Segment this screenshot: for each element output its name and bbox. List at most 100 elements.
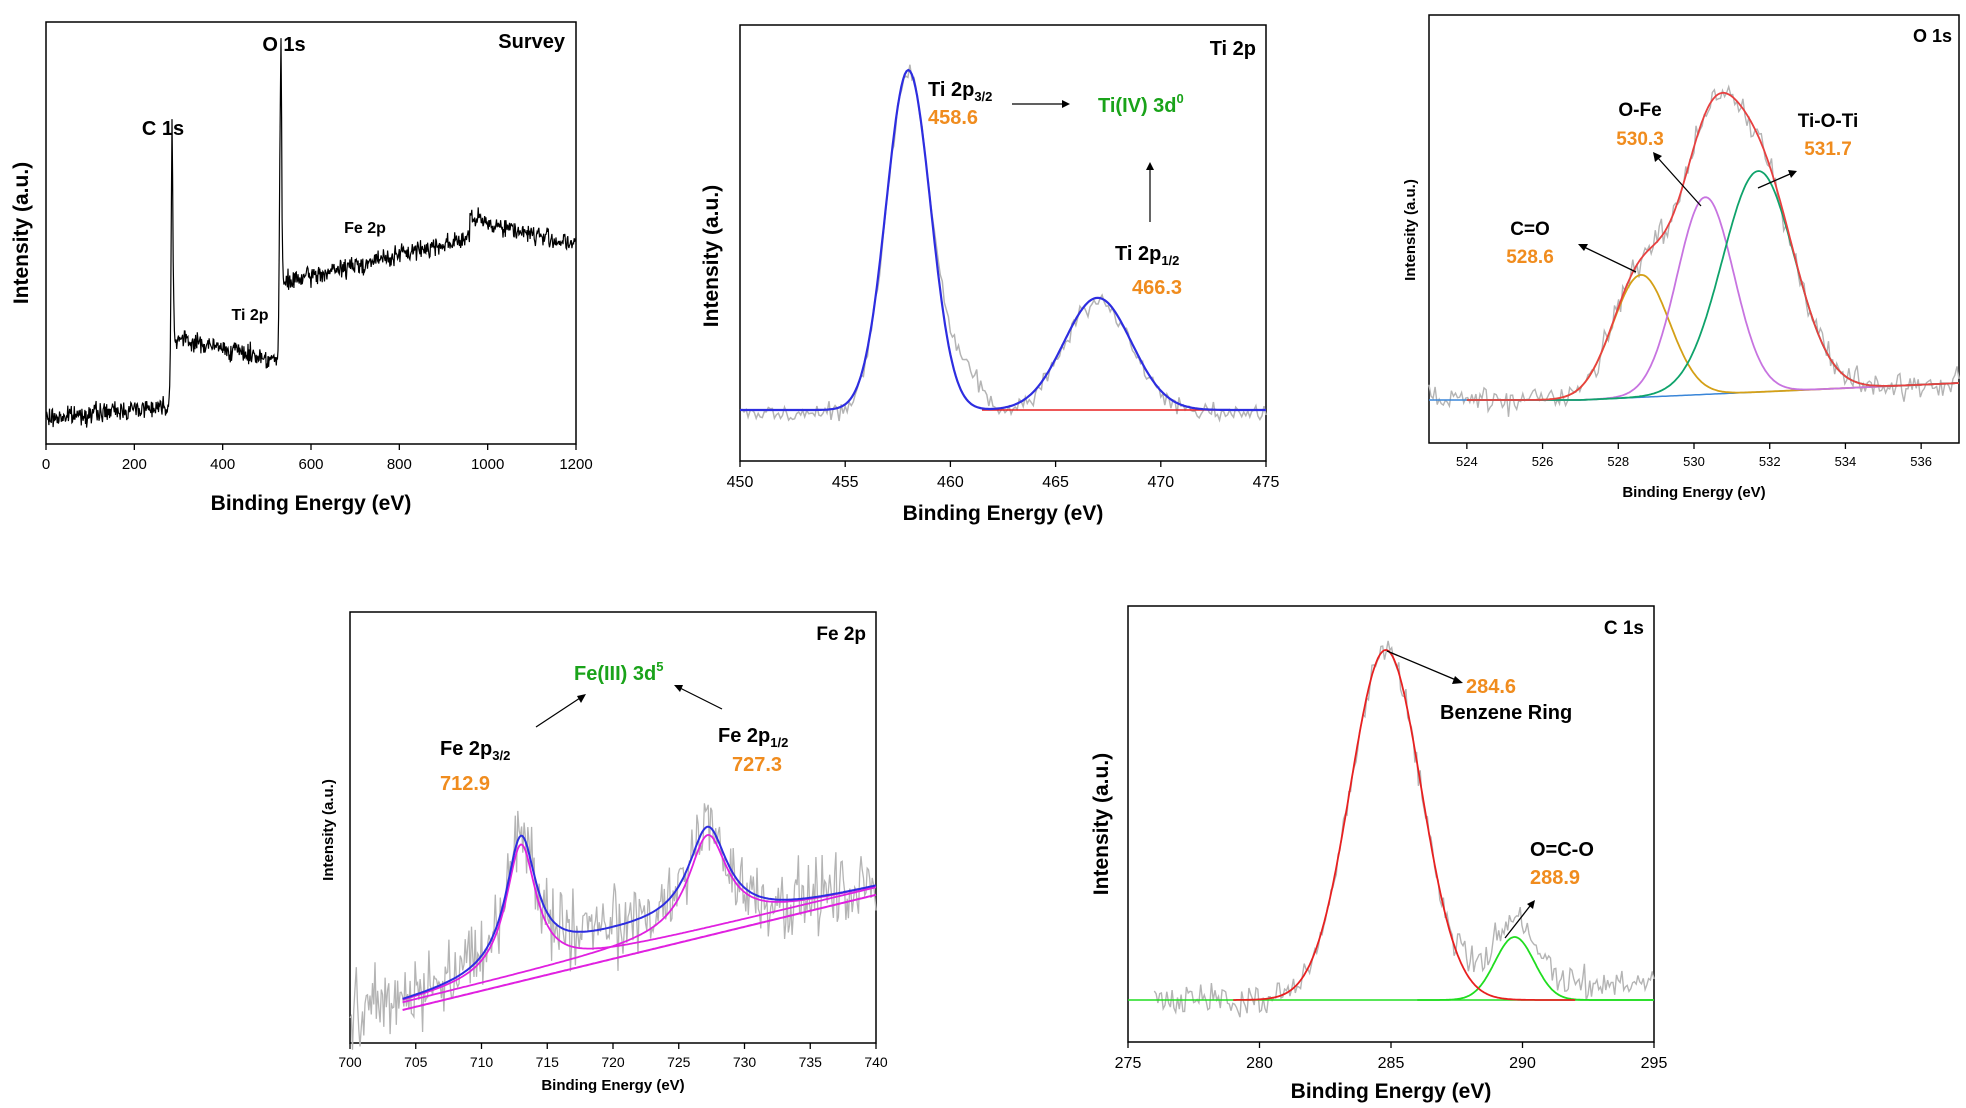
o1s-raw-data: [1428, 84, 1960, 417]
component-value-ofe: 530.3: [1616, 129, 1664, 150]
peak-label-fe2p12: Fe 2p1/2: [718, 725, 788, 750]
y-axis-title-survey: Intensity (a.u.): [10, 162, 33, 304]
x-tick-label: 735: [799, 1054, 823, 1070]
arrow-co: [1578, 244, 1637, 273]
x-tick-label: 400: [210, 456, 235, 473]
x-axis-title-fe2p: Binding Energy (eV): [541, 1077, 684, 1094]
x-tick-label: 600: [298, 456, 323, 473]
x-tick-label: 530: [1683, 454, 1705, 469]
panel-title-fe2p: Fe 2p: [816, 624, 866, 645]
x-tick-label: 526: [1532, 454, 1554, 469]
curves-ti2p: [739, 64, 1267, 423]
annotation-fe2p: Fe 2p: [344, 220, 386, 237]
panel-title-ti2p: Ti 2p: [1210, 38, 1256, 60]
o1s-envelope: [1466, 91, 1960, 401]
arrow-fe12-to-state: [674, 685, 723, 710]
x-tick-label: 730: [733, 1054, 757, 1070]
x-tick-label: 460: [937, 474, 964, 491]
curves-c1s: [1128, 640, 1655, 1018]
peak-value-ti2p12: 466.3: [1132, 277, 1182, 299]
x-ticks-ti2p: 450 455 460 465 470 475: [727, 461, 1279, 491]
panel-o1s: 524 526 528 530 532 534 536 O 1s Binding Energ…: [1402, 14, 1960, 501]
x-tick-label: 0: [42, 456, 50, 473]
x-tick-label: 285: [1378, 1055, 1405, 1072]
fe2p-fit: [402, 825, 877, 1000]
ti2p-raw-data: [739, 64, 1267, 423]
annotation-o1s: O 1s: [262, 34, 305, 56]
ti2p-fit: [740, 68, 1266, 412]
component-label-ofe: O-Fe: [1618, 100, 1661, 121]
panel-title-o1s: O 1s: [1913, 26, 1952, 46]
x-tick-label: 536: [1910, 454, 1932, 469]
x-axis-title-ti2p: Binding Energy (eV): [903, 502, 1104, 525]
x-tick-label: 455: [832, 474, 859, 491]
y-axis-title-fe2p: Intensity (a.u.): [320, 779, 337, 881]
plot-frame-ti2p: [739, 24, 1267, 462]
oxidation-state-fe: Fe(III) 3d5: [574, 659, 663, 685]
x-axis-title-c1s: Binding Energy (eV): [1291, 1080, 1492, 1103]
x-tick-label: 1200: [559, 456, 592, 473]
panel-title-survey: Survey: [498, 31, 566, 53]
x-tick-label: 524: [1456, 454, 1478, 469]
x-ticks-o1s: 524 526 528 530 532 534 536: [1456, 443, 1932, 469]
panel-ti2p: 450 455 460 465 470 475 Ti 2p Binding Energy …: [700, 24, 1279, 525]
x-tick-label: 532: [1759, 454, 1781, 469]
x-tick-label: 720: [601, 1054, 625, 1070]
arrow-benzene: [1386, 650, 1463, 684]
panel-c1s: 275 280 285 290 295 C 1s Binding Energy (eV)…: [1090, 605, 1668, 1103]
x-tick-label: 1000: [471, 456, 504, 473]
x-ticks-survey: 0 200 400 600 800 1000 1200: [42, 444, 593, 473]
component-label-oco: O=C-O: [1530, 839, 1594, 861]
x-tick-label: 725: [667, 1054, 691, 1070]
peak-value-fe2p32: 712.9: [440, 773, 490, 795]
plot-frame-o1s: [1428, 14, 1960, 444]
c1s-component-benzene: [1233, 649, 1576, 1001]
panel-fe2p: 700 705 710 715 720 725 730 735 740 Fe 2p Bindin…: [320, 611, 888, 1094]
x-tick-label: 715: [536, 1054, 560, 1070]
component-value-tioti: 531.7: [1804, 139, 1852, 160]
annotation-c1s: C 1s: [142, 118, 184, 140]
x-ticks-c1s: 275 280 285 290 295: [1115, 1042, 1668, 1072]
component-label-co: C=O: [1510, 219, 1550, 240]
x-axis-title-o1s: Binding Energy (eV): [1622, 484, 1765, 501]
x-tick-label: 295: [1641, 1055, 1668, 1072]
fe2p-baseline: [402, 893, 877, 1011]
component-label-benzene: Benzene Ring: [1440, 702, 1572, 724]
peak-label-ti2p12: Ti 2p1/2: [1115, 243, 1179, 268]
arrow-oco: [1504, 900, 1535, 939]
x-tick-label: 800: [387, 456, 412, 473]
x-tick-label: 700: [338, 1054, 362, 1070]
c1s-component-oco: [1417, 936, 1654, 1001]
panel-title-c1s: C 1s: [1604, 618, 1644, 639]
x-tick-label: 450: [727, 474, 754, 491]
x-tick-label: 280: [1246, 1055, 1273, 1072]
x-tick-label: 528: [1607, 454, 1629, 469]
x-ticks-fe2p: 700 705 710 715 720 725 730 735 740: [338, 1043, 888, 1070]
plot-frame-survey: [45, 21, 577, 445]
y-axis-title-o1s: Intensity (a.u.): [1402, 179, 1419, 281]
x-tick-label: 290: [1509, 1055, 1536, 1072]
survey-spectrum: [45, 38, 577, 428]
x-tick-label: 470: [1147, 474, 1174, 491]
oxidation-state-ti: Ti(IV) 3d0: [1098, 91, 1184, 117]
arrow-fe32-to-state: [535, 694, 586, 728]
arrow-tioti: [1757, 170, 1797, 189]
x-tick-label: 740: [864, 1054, 888, 1070]
x-tick-label: 275: [1115, 1055, 1142, 1072]
component-label-tioti: Ti-O-Ti: [1798, 111, 1859, 132]
curves-survey: [45, 38, 577, 428]
peak-label-fe2p32: Fe 2p3/2: [440, 738, 510, 763]
x-tick-label: 705: [404, 1054, 428, 1070]
fe2p-component-32: [402, 843, 877, 1001]
x-tick-label: 200: [122, 456, 147, 473]
plot-frame-c1s: [1127, 605, 1655, 1043]
peak-value-fe2p12: 727.3: [732, 754, 782, 776]
fe2p-component-12: [402, 833, 877, 1004]
curves-o1s: [1428, 84, 1960, 417]
y-axis-title-c1s: Intensity (a.u.): [1090, 753, 1113, 895]
annotation-ti2p: Ti 2p: [231, 307, 268, 324]
x-tick-label: 465: [1042, 474, 1069, 491]
y-axis-title-ti2p: Intensity (a.u.): [700, 185, 723, 327]
x-axis-title-survey: Binding Energy (eV): [211, 492, 412, 515]
